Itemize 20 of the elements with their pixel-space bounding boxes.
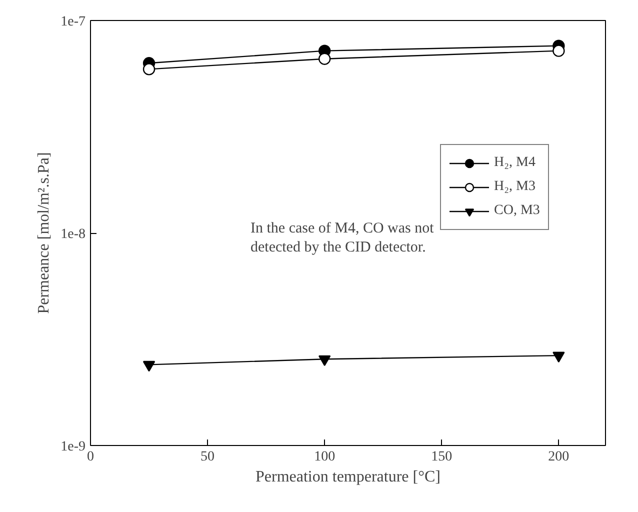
point: [318, 355, 331, 366]
y-tick-label: 1e-9: [60, 440, 86, 454]
x-tick-label: 100: [314, 450, 336, 464]
x-tick-label: 0: [87, 450, 94, 464]
x-tick-label: 200: [548, 450, 570, 464]
y-tick-label: 1e-7: [60, 14, 86, 30]
x-tick-label: 150: [431, 450, 452, 464]
point: [142, 63, 156, 76]
point: [318, 52, 331, 65]
y-axis-title: Permeance [mol/m².s.Pa]: [36, 152, 53, 314]
point: [142, 360, 156, 372]
x-tick-label: 50: [200, 450, 215, 464]
point: [552, 44, 565, 57]
legend-label: CO, M3: [494, 203, 540, 219]
legend-label: H₂, M4: [494, 155, 536, 171]
x-axis-title: Permeation temperature [°C]: [256, 468, 441, 486]
y-tick-label: 1e-8: [60, 227, 86, 242]
annotation: In the case of M4, CO was not detected by the CID detector.: [250, 220, 435, 256]
point: [552, 352, 565, 363]
legend-label: H₂, M3: [494, 179, 536, 195]
